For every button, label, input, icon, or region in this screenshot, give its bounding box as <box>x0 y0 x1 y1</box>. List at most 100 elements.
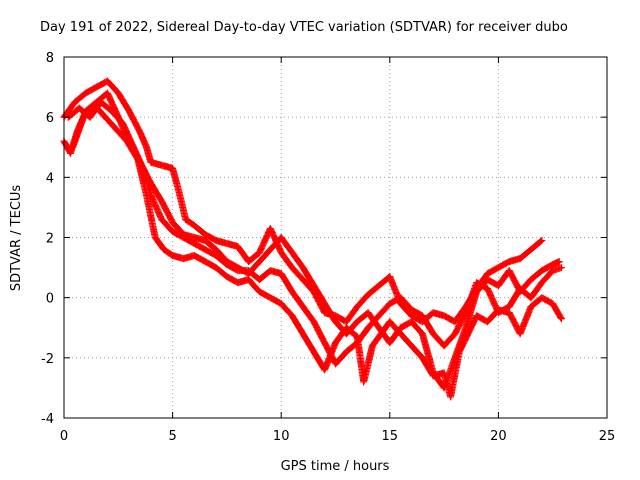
data-point-markers <box>342 304 360 326</box>
data-point-markers <box>140 167 154 198</box>
data-point-markers <box>299 303 317 324</box>
data-point-markers <box>473 279 490 292</box>
series-trace-3 <box>64 98 565 368</box>
plot-frame <box>63 56 608 419</box>
data-point-markers <box>527 280 545 302</box>
data-point-markers <box>299 276 317 295</box>
data-point-markers <box>484 307 501 326</box>
data-point-markers <box>288 264 306 282</box>
y-tick-label: -4 <box>41 412 54 427</box>
data-point-markers <box>151 234 167 252</box>
data-point-markers <box>223 261 240 274</box>
data-point-markers <box>234 243 252 264</box>
data-point-markers <box>288 288 306 309</box>
data-point-markers <box>123 137 141 162</box>
data-point-markers <box>375 301 393 320</box>
y-tick-label: 6 <box>46 111 54 126</box>
y-tick-label: 0 <box>46 292 54 307</box>
data-point-markers <box>549 300 565 323</box>
data-point-markers <box>101 113 119 132</box>
data-point-markers <box>190 252 208 265</box>
x-tick-label: 20 <box>490 429 507 444</box>
data-point-markers <box>190 240 208 253</box>
data-point-markers <box>80 102 97 121</box>
data-point-markers <box>364 313 382 332</box>
data-point-markers <box>462 280 480 317</box>
data-point-markers <box>310 288 328 315</box>
data-point-markers <box>201 258 219 271</box>
data-point-markers <box>332 349 349 368</box>
data-point-markers <box>549 258 563 269</box>
data-point-markers <box>201 237 219 252</box>
data-point-markers <box>418 354 436 379</box>
data-point-markers <box>484 264 501 278</box>
data-point-markers <box>125 107 143 135</box>
data-point-markers <box>71 90 88 106</box>
x-tick-label: 25 <box>599 429 616 444</box>
data-point-markers <box>277 234 295 255</box>
y-tick-label: -2 <box>41 352 54 367</box>
x-tick-label: 5 <box>168 429 176 444</box>
data-point-markers <box>288 249 306 270</box>
data-point-markers <box>136 128 150 150</box>
data-point-markers <box>182 216 197 229</box>
data-point-markers <box>451 310 469 338</box>
data-point-markers <box>310 282 328 306</box>
x-tick-label: 15 <box>382 429 399 444</box>
data-point-markers <box>201 231 219 244</box>
data-point-markers <box>386 318 404 337</box>
data-point-markers <box>440 331 458 350</box>
data-point-markers <box>397 330 414 349</box>
data-point-markers <box>256 288 273 301</box>
data-point-markers <box>245 276 262 295</box>
data-point-markers <box>377 319 393 338</box>
data-point-markers <box>169 228 186 241</box>
data-point-markers <box>321 300 339 324</box>
data-point-markers <box>69 115 87 151</box>
data-point-markers <box>143 143 154 165</box>
data-point-markers <box>408 306 425 319</box>
data-point-markers <box>277 300 295 319</box>
data-point-markers <box>408 342 425 361</box>
data-point-markers <box>169 164 183 195</box>
data-point-markers <box>212 264 230 280</box>
data-point-markers <box>288 312 306 336</box>
data-point-markers <box>397 300 414 319</box>
data-point-markers <box>368 331 384 350</box>
data-point-markers <box>321 340 339 374</box>
data-point-markers <box>158 197 176 225</box>
data-point-markers <box>332 325 349 347</box>
data-point-markers <box>310 318 328 345</box>
data-point-markers <box>418 312 436 336</box>
data-point-markers <box>429 330 447 349</box>
y-tick-label: 8 <box>46 51 54 66</box>
data-point-markers <box>527 268 545 284</box>
data-point-markers <box>538 268 556 287</box>
x-axis-title: GPS time / hours <box>281 459 390 474</box>
y-axis-title: SDTVAR / TECUs <box>9 185 24 292</box>
data-point-markers <box>180 234 197 247</box>
data-point-markers <box>212 252 230 268</box>
chart-title: Day 191 of 2022, Sidereal Day-to-day VTE… <box>40 20 568 35</box>
data-point-markers <box>538 294 555 307</box>
data-point-markers <box>364 283 382 299</box>
data-point-markers <box>353 292 371 311</box>
x-tick-label: 0 <box>60 429 68 444</box>
x-tick-label: 10 <box>273 429 290 444</box>
data-point-markers <box>256 247 273 266</box>
data-point-markers <box>516 304 534 338</box>
data-point-markers <box>342 324 360 340</box>
data-point-markers <box>103 77 121 96</box>
data-point-markers <box>360 343 376 386</box>
data-point-markers <box>90 101 108 120</box>
data-point-markers <box>143 191 159 240</box>
data-point-markers <box>505 286 523 311</box>
data-point-markers <box>97 98 115 114</box>
data-point-markers <box>277 270 295 294</box>
data-point-markers <box>447 349 463 401</box>
data-point-markers <box>160 246 175 259</box>
data-point-markers <box>190 222 208 237</box>
data-point-markers <box>108 107 126 126</box>
series-trace-4 <box>69 101 565 401</box>
